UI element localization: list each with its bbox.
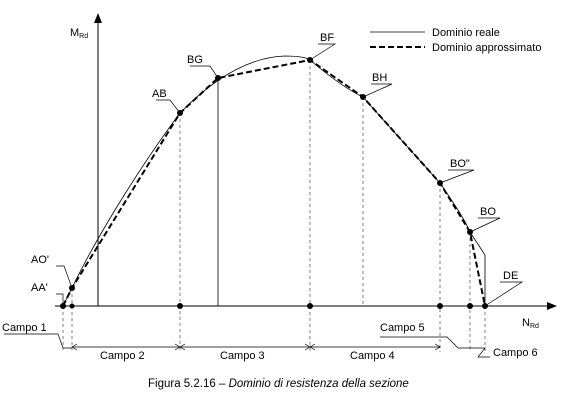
x-axis-label: NRd [522, 317, 539, 330]
domain-points [60, 57, 488, 309]
point-label-bg: BG [187, 54, 203, 66]
figure-caption: Figura 5.2.16 – Dominio di resistenza de… [148, 378, 409, 390]
legend-real-label: Dominio reale [432, 27, 500, 39]
point-label-de: DE [503, 270, 518, 282]
label-leaders [56, 43, 524, 307]
point-label-ao: AO' [31, 254, 49, 266]
axis-points [69, 303, 473, 309]
legend-approx-label: Dominio approssimato [432, 42, 541, 54]
point-label-aa: AA' [31, 282, 48, 294]
point-label-bo: BO [480, 206, 496, 218]
point-label-bf: BF [320, 32, 334, 44]
real-domain-curve [62, 55, 486, 307]
point-label-ab: AB [152, 88, 167, 100]
approx-domain-polyline [62, 58, 486, 307]
field-label-campo-1: Campo 1 [2, 322, 47, 334]
field-dimension-lines [4, 333, 490, 358]
field-label-campo-4: Campo 4 [350, 350, 395, 362]
y-axis-label: MRd [70, 27, 88, 40]
field-boundary-lines [62, 60, 486, 352]
field-label-campo-2: Campo 2 [100, 350, 145, 362]
point-label-bh: BH [372, 72, 387, 84]
field-label-campo-3: Campo 3 [220, 350, 265, 362]
field-label-campo-5: Campo 5 [380, 322, 425, 334]
field-label-campo-6: Campo 6 [493, 347, 538, 359]
point-label-bo2: BO" [450, 158, 470, 170]
